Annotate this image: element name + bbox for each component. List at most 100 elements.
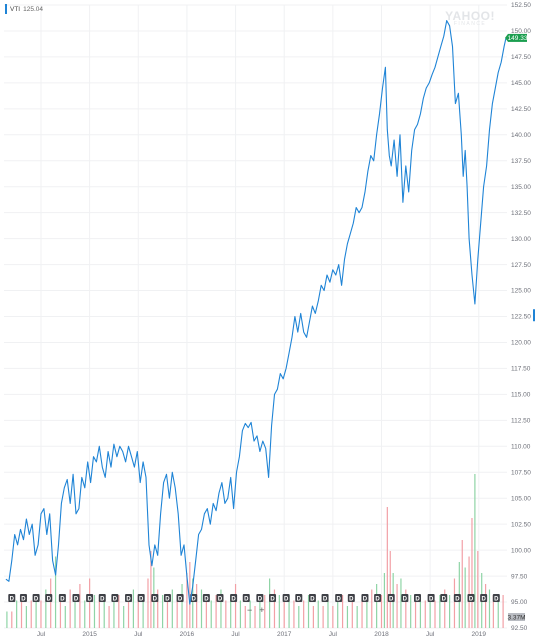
dividend-marker[interactable]: D: [335, 594, 343, 602]
dividend-marker[interactable]: D: [401, 594, 409, 602]
y-tick-label: 105.00: [511, 495, 531, 502]
y-axis: 152.50 150.00 147.50 145.00 142.50 140.00 137.…: [511, 2, 531, 632]
dividend-marker-label: D: [231, 596, 236, 602]
volume-bars: 3.37M: [6, 474, 526, 628]
volume-bar: [30, 600, 32, 628]
current-price-arrow: [505, 33, 508, 42]
dividend-marker-bg: [361, 594, 369, 602]
dividend-marker-bg: [202, 594, 210, 602]
dividend-marker-label: D: [139, 596, 144, 602]
dividend-marker[interactable]: D: [361, 594, 369, 602]
volume-bar: [307, 595, 310, 628]
dividend-marker[interactable]: D: [125, 594, 133, 602]
dividend-marker-label: D: [284, 596, 289, 602]
volume-bar: [424, 600, 426, 628]
dividend-marker[interactable]: D: [19, 594, 27, 602]
volume-bar: [249, 600, 251, 628]
legend-swatch: [5, 4, 7, 14]
dividend-marker[interactable]: D: [111, 594, 119, 602]
dividend-marker-label: D: [47, 596, 52, 602]
dividend-marker-bg: [190, 594, 198, 602]
volume-bar: [59, 595, 62, 628]
dividend-marker[interactable]: D: [151, 594, 159, 602]
dividend-marker[interactable]: D: [216, 594, 224, 602]
dividend-marker[interactable]: D: [453, 594, 461, 602]
dividend-marker[interactable]: D: [480, 594, 488, 602]
volume-bar: [396, 584, 398, 628]
legend-value: 125.04: [23, 5, 44, 13]
volume-label-bg: [508, 613, 525, 621]
dividend-marker-label: D: [310, 596, 315, 602]
volume-bar: [303, 600, 305, 628]
scroll-indicator[interactable]: [533, 309, 535, 322]
volume-bar: [414, 600, 417, 628]
y-tick-label: 152.50: [511, 2, 531, 9]
dividend-marker[interactable]: D: [321, 594, 329, 602]
x-tick-label: Jul: [426, 631, 435, 638]
y-tick-label: 95.00: [511, 599, 528, 606]
volume-bar: [386, 507, 388, 628]
y-tick-label: 107.50: [511, 469, 531, 476]
volume-bar: [132, 589, 134, 628]
dividend-marker[interactable]: D: [308, 594, 316, 602]
x-tick-label: 2017: [277, 631, 292, 638]
price-series: [5, 20, 507, 605]
y-tick-label: 132.50: [511, 210, 531, 217]
dividend-marker[interactable]: D: [98, 594, 106, 602]
volume-bar: [346, 606, 349, 628]
volume-bar: [497, 600, 499, 628]
volume-bar: [439, 595, 441, 628]
volume-bar: [254, 606, 256, 628]
x-tick-label: 2015: [82, 631, 97, 638]
dividend-marker-bg: [72, 594, 80, 602]
volume-bar: [273, 589, 276, 628]
legend[interactable]: VTI 125.04: [5, 4, 43, 14]
zoom-in-button[interactable]: +: [259, 605, 265, 615]
dividend-marker[interactable]: D: [72, 594, 80, 602]
dividend-marker[interactable]: D: [440, 594, 448, 602]
dividend-marker[interactable]: D: [347, 594, 355, 602]
dividend-marker[interactable]: D: [374, 594, 382, 602]
dividend-marker[interactable]: D: [163, 594, 171, 602]
dividend-marker-bg: [282, 594, 290, 602]
dividend-marker[interactable]: D: [413, 594, 421, 602]
dividend-marker-label: D: [270, 596, 275, 602]
dividend-marker[interactable]: D: [467, 594, 475, 602]
legend-symbol: VTI: [10, 5, 21, 13]
dividend-marker-bg: [492, 594, 500, 602]
x-tick-label: Jul: [231, 631, 240, 638]
dividend-marker[interactable]: D: [256, 594, 264, 602]
dividend-marker[interactable]: D: [387, 594, 395, 602]
dividend-marker[interactable]: D: [295, 594, 303, 602]
y-tick-label: 92.50: [511, 625, 528, 632]
dividend-marker[interactable]: D: [230, 594, 238, 602]
dividend-marker-label: D: [192, 596, 197, 602]
dividend-marker[interactable]: D: [282, 594, 290, 602]
volume-bar: [181, 584, 183, 628]
volume-bar: [337, 600, 339, 628]
dividend-marker[interactable]: D: [242, 594, 250, 602]
dividend-marker[interactable]: D: [58, 594, 66, 602]
volume-bar: [192, 578, 194, 628]
volume-bar: [234, 584, 237, 628]
dividend-marker[interactable]: D: [269, 594, 277, 602]
series-line-vti: [5, 20, 507, 605]
dividend-marker[interactable]: D: [32, 594, 40, 602]
dividend-marker[interactable]: D: [190, 594, 198, 602]
logo-line1: YAHOO!: [445, 9, 495, 23]
dividend-marker[interactable]: D: [176, 594, 184, 602]
dividend-marker[interactable]: D: [202, 594, 210, 602]
dividend-marker[interactable]: D: [86, 594, 94, 602]
dividend-marker-bg: [427, 594, 435, 602]
volume-bar: [127, 600, 130, 628]
dividend-marker[interactable]: D: [492, 594, 500, 602]
dividend-marker[interactable]: D: [8, 594, 16, 602]
dividend-marker[interactable]: D: [427, 594, 435, 602]
volume-bar: [74, 595, 76, 628]
dividend-marker[interactable]: D: [45, 594, 53, 602]
zoom-out-button[interactable]: −: [247, 605, 253, 615]
volume-bar: [332, 606, 334, 628]
dividend-marker[interactable]: D: [137, 594, 145, 602]
